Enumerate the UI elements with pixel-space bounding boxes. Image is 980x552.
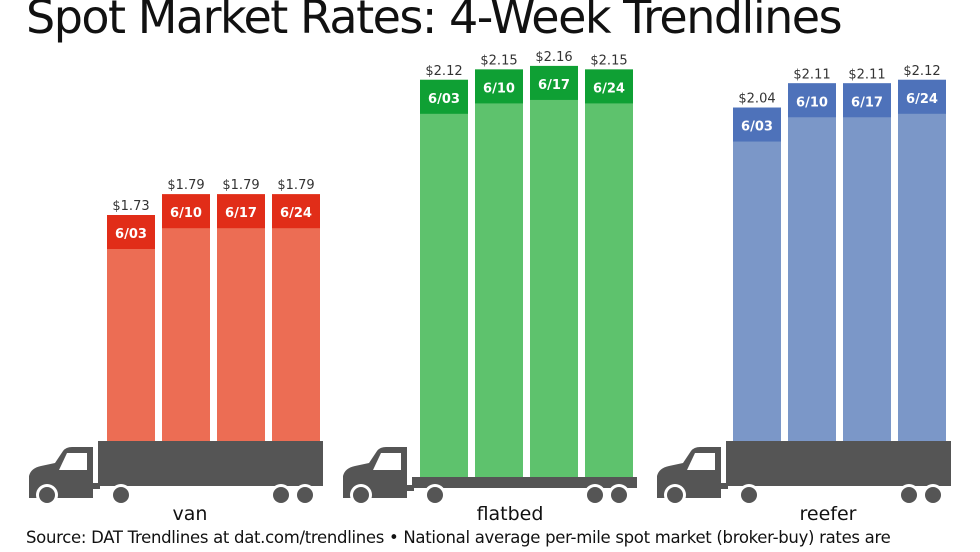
reefer-bar-label-bg-0 [733,107,781,142]
van-price-label-0: $1.73 [112,199,149,214]
van-bar-6-03 [107,215,155,441]
van-bar-label-bg-1 [162,194,210,229]
van-bar-6-24 [272,194,320,441]
flatbed-bar-6-03 [420,79,468,478]
flatbed-wheel-0 [353,487,369,503]
reefer-price-label-3: $2.12 [903,64,940,79]
reefer-bar-label-bg-3 [898,79,946,114]
flatbed-bar-6-10 [475,69,523,478]
reefer-price-label-1: $2.11 [793,67,830,82]
van-week-label-2: 6/17 [225,206,257,221]
flatbed-wheel-3 [611,487,627,503]
flatbed-price-label-2: $2.16 [535,50,572,65]
page-title: Spot Market Rates: 4-Week Trendlines [26,0,843,44]
flatbed-bar-label-bg-2 [530,65,578,100]
van-week-label-3: 6/24 [280,206,312,221]
flatbed-wheel-2 [587,487,603,503]
reefer-week-label-1: 6/10 [796,95,828,110]
van-wheel-0 [39,487,55,503]
flatbed-week-label-1: 6/10 [483,81,515,96]
source-note: Source: DAT Trendlines at dat.com/trendl… [26,528,891,547]
reefer-wheel-0 [667,487,683,503]
van-week-label-1: 6/10 [170,206,202,221]
reefer-wheel-1 [741,487,757,503]
van-group-label: van [173,503,208,525]
reefer-bar-6-03 [733,107,781,442]
reefer-bar-label-bg-1 [788,83,836,118]
flatbed-bar-label-bg-0 [420,79,468,114]
van-truck-beam [93,483,100,489]
flatbed-group-label: flatbed [477,503,544,525]
van-bar-label-bg-0 [107,215,155,249]
flatbed-week-label-0: 6/03 [428,92,460,107]
flatbed-week-label-3: 6/24 [593,81,625,96]
reefer-bar-label-bg-2 [843,83,891,118]
reefer-trailer [726,441,951,486]
van-bar-6-17 [217,194,265,441]
flatbed-price-label-3: $2.15 [590,53,627,68]
van-price-label-3: $1.79 [277,178,314,193]
reefer-wheel-2 [901,487,917,503]
flatbed-truck-beam [407,485,414,491]
reefer-bar-6-24 [898,79,946,442]
flatbed-bar-label-bg-1 [475,69,523,104]
flatbed-price-label-0: $2.12 [425,64,462,79]
van-bar-label-bg-3 [272,194,320,229]
van-wheel-2 [273,487,289,503]
van-truck [29,441,323,506]
van-week-label-0: 6/03 [115,227,147,242]
flatbed-truck [343,447,637,506]
reefer-price-label-0: $2.04 [738,92,775,107]
reefer-truck [657,441,951,506]
flatbed-bar-6-17 [530,65,578,477]
reefer-price-label-2: $2.11 [848,67,885,82]
reefer-wheel-3 [925,487,941,503]
flatbed-week-label-2: 6/17 [538,78,570,93]
van-price-label-2: $1.79 [222,178,259,193]
reefer-week-label-0: 6/03 [741,120,773,135]
flatbed-truck-window [373,453,401,470]
reefer-week-label-2: 6/17 [851,95,883,110]
van-trailer [98,441,323,486]
reefer-week-label-3: 6/24 [906,92,938,107]
flatbed-bar-label-bg-3 [585,69,633,104]
van-truck-window [59,453,87,470]
reefer-bar-6-17 [843,83,891,442]
reefer-truck-window [687,453,715,470]
flatbed-price-label-1: $2.15 [480,53,517,68]
reefer-bar-6-10 [788,83,836,442]
flatbed-bar-6-24 [585,69,633,478]
flatbed-trailer [412,477,637,488]
van-bar-6-10 [162,194,210,441]
reefer-group-label: reefer [800,503,857,525]
flatbed-wheel-1 [427,487,443,503]
van-price-label-1: $1.79 [167,178,204,193]
reefer-truck-beam [721,483,728,489]
van-bar-label-bg-2 [217,194,265,229]
van-wheel-3 [297,487,313,503]
van-wheel-1 [113,487,129,503]
